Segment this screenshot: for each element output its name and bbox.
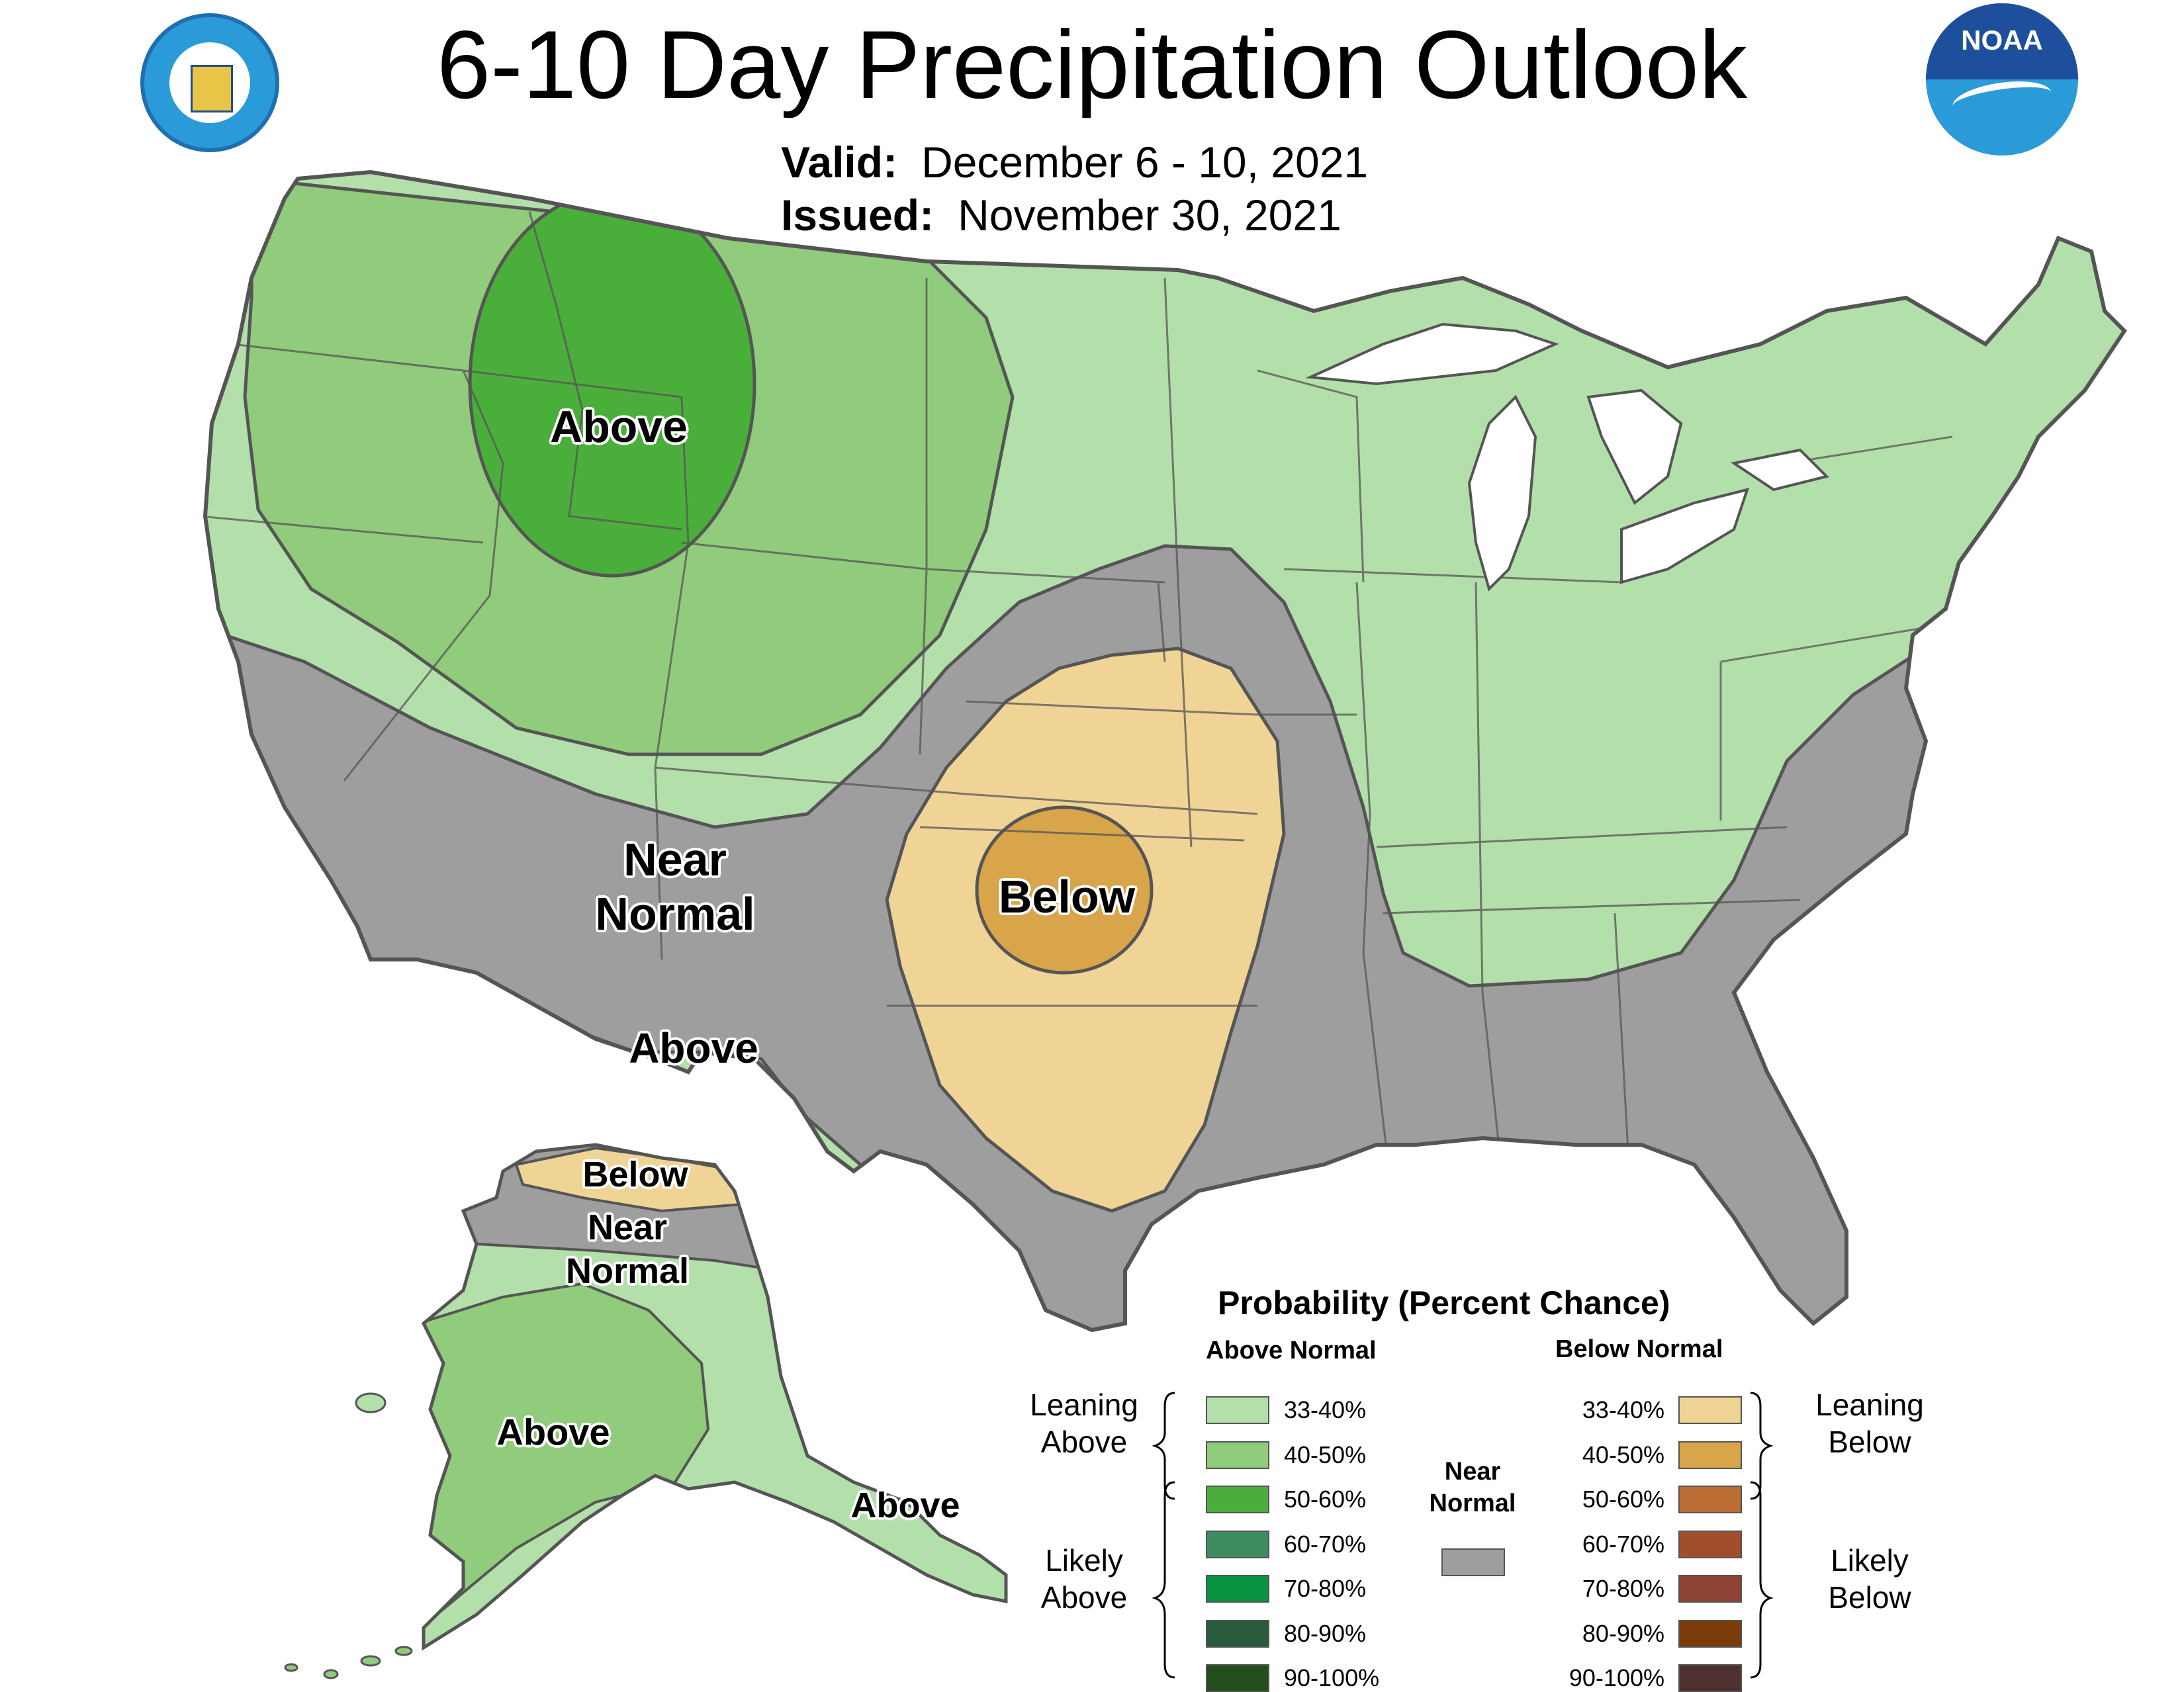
- aleutian-islands: [284, 1392, 413, 1679]
- legend-above-swatch-0: [1206, 1396, 1269, 1424]
- page-title: 6-10 Day Precipitation Outlook: [436, 11, 1748, 118]
- map-label-ak-panhandle-above: Above: [850, 1485, 960, 1525]
- legend-above-label-3: 60-70%: [1284, 1530, 1367, 1558]
- above-50-60-region-core: [468, 190, 756, 578]
- legend-below-label-0: 33-40%: [1582, 1396, 1664, 1423]
- issued-value: November 30, 2021: [958, 191, 1342, 240]
- valid-line: Valid: December 6 - 10, 2021: [781, 136, 1368, 189]
- legend-above-swatch-1: [1206, 1441, 1269, 1469]
- legend-likely-above-line1: Likely: [1045, 1543, 1123, 1578]
- legend-above-swatch-6: [1206, 1664, 1269, 1692]
- ak-above-40-50-region: [424, 1282, 710, 1648]
- alaska-outline: [421, 1143, 1008, 1651]
- legend-below-label-2: 50-60%: [1582, 1486, 1664, 1513]
- valid-label: Valid:: [781, 138, 898, 187]
- legend-leaning-below-label: Leaning Below: [1810, 1386, 1929, 1460]
- legend-below-swatch-5: [1678, 1619, 1742, 1648]
- legend-above-swatch-5: [1206, 1619, 1269, 1648]
- map-label-ak-near-line: Near: [587, 1208, 668, 1247]
- legend-leaning-below-line1: Leaning: [1815, 1388, 1924, 1422]
- map-label-below-plains: Below: [998, 870, 1136, 922]
- issued-line: Issued: November 30, 2021: [781, 189, 1342, 242]
- legend-below-label-4: 70-80%: [1582, 1575, 1664, 1602]
- legend-above-header: Above Normal: [1206, 1337, 1377, 1364]
- map-label-ak-above: Above: [496, 1411, 610, 1453]
- map-label-above-northwest: Above: [550, 401, 688, 452]
- legend-below-label-5: 80-90%: [1582, 1619, 1664, 1647]
- legend-above-label-4: 70-80%: [1284, 1575, 1367, 1602]
- legend-near-normal-label: Near Normal: [1416, 1456, 1529, 1519]
- legend-likely-below-label: Likely Below: [1810, 1542, 1929, 1616]
- legend-below-label-1: 40-50%: [1582, 1441, 1664, 1468]
- legend-above-label-5: 80-90%: [1284, 1619, 1367, 1647]
- legend-below-swatch-2: [1678, 1486, 1742, 1513]
- legend-likely-above-label: Likely Above: [1024, 1542, 1144, 1616]
- legend-above-swatch-2: [1206, 1486, 1269, 1513]
- map-label-near-line: Near: [623, 834, 727, 885]
- legend-leaning-below-line2: Below: [1828, 1425, 1911, 1459]
- legend-leaning-above-line2: Above: [1040, 1425, 1128, 1459]
- valid-value: December 6 - 10, 2021: [921, 138, 1369, 187]
- noaa-logo-text: NOAA: [1961, 24, 2043, 56]
- legend-near-line1: Near: [1444, 1458, 1501, 1486]
- legend-leaning-above-label: Leaning Above: [1024, 1386, 1144, 1460]
- legend-braces: [1152, 1392, 1774, 1679]
- legend-below-swatch-6: [1678, 1664, 1742, 1692]
- legend-below-swatch-0: [1678, 1396, 1742, 1424]
- great-lakes: [1305, 322, 1829, 592]
- department-of-commerce-seal-icon: [140, 13, 279, 152]
- legend-below-swatch-4: [1678, 1575, 1742, 1603]
- legend-below-swatch-3: [1678, 1530, 1742, 1558]
- map-label-near-normal-southwest: Near Normal: [595, 832, 754, 941]
- state-boundaries: [205, 211, 1953, 1179]
- legend-below-label-3: 60-70%: [1582, 1530, 1664, 1558]
- legend-leaning-above-line1: Leaning: [1030, 1388, 1138, 1422]
- legend-above-label-1: 40-50%: [1284, 1441, 1367, 1468]
- legend-below-label-6: 90-100%: [1569, 1664, 1664, 1691]
- legend-likely-above-line2: Above: [1040, 1580, 1128, 1615]
- legend-near-line2: Normal: [1429, 1490, 1516, 1517]
- legend-title: Probability (Percent Chance): [1218, 1284, 1670, 1321]
- map-label-ak-normal-line: Normal: [565, 1251, 690, 1291]
- legend-likely-below-line2: Below: [1828, 1580, 1911, 1615]
- issued-label: Issued:: [781, 191, 934, 240]
- legend-above-label-2: 50-60%: [1284, 1486, 1367, 1513]
- legend-above-label-6: 90-100%: [1284, 1664, 1380, 1691]
- legend-below-header: Below Normal: [1555, 1335, 1723, 1363]
- legend-below-swatch-1: [1678, 1441, 1742, 1469]
- legend-likely-below-line1: Likely: [1831, 1543, 1909, 1578]
- map-label-ak-near-normal: Near Normal: [566, 1206, 689, 1293]
- below-40-50-region: [975, 805, 1154, 975]
- map-label-above-southwest: Above: [629, 1024, 758, 1073]
- legend-above-swatch-4: [1206, 1575, 1269, 1603]
- map-label-normal-line: Normal: [595, 888, 755, 940]
- map-label-ak-below: Below: [582, 1154, 688, 1194]
- legend-above-swatch-3: [1206, 1530, 1269, 1558]
- legend-near-normal-swatch: [1441, 1548, 1505, 1576]
- legend-above-label-0: 33-40%: [1284, 1396, 1367, 1423]
